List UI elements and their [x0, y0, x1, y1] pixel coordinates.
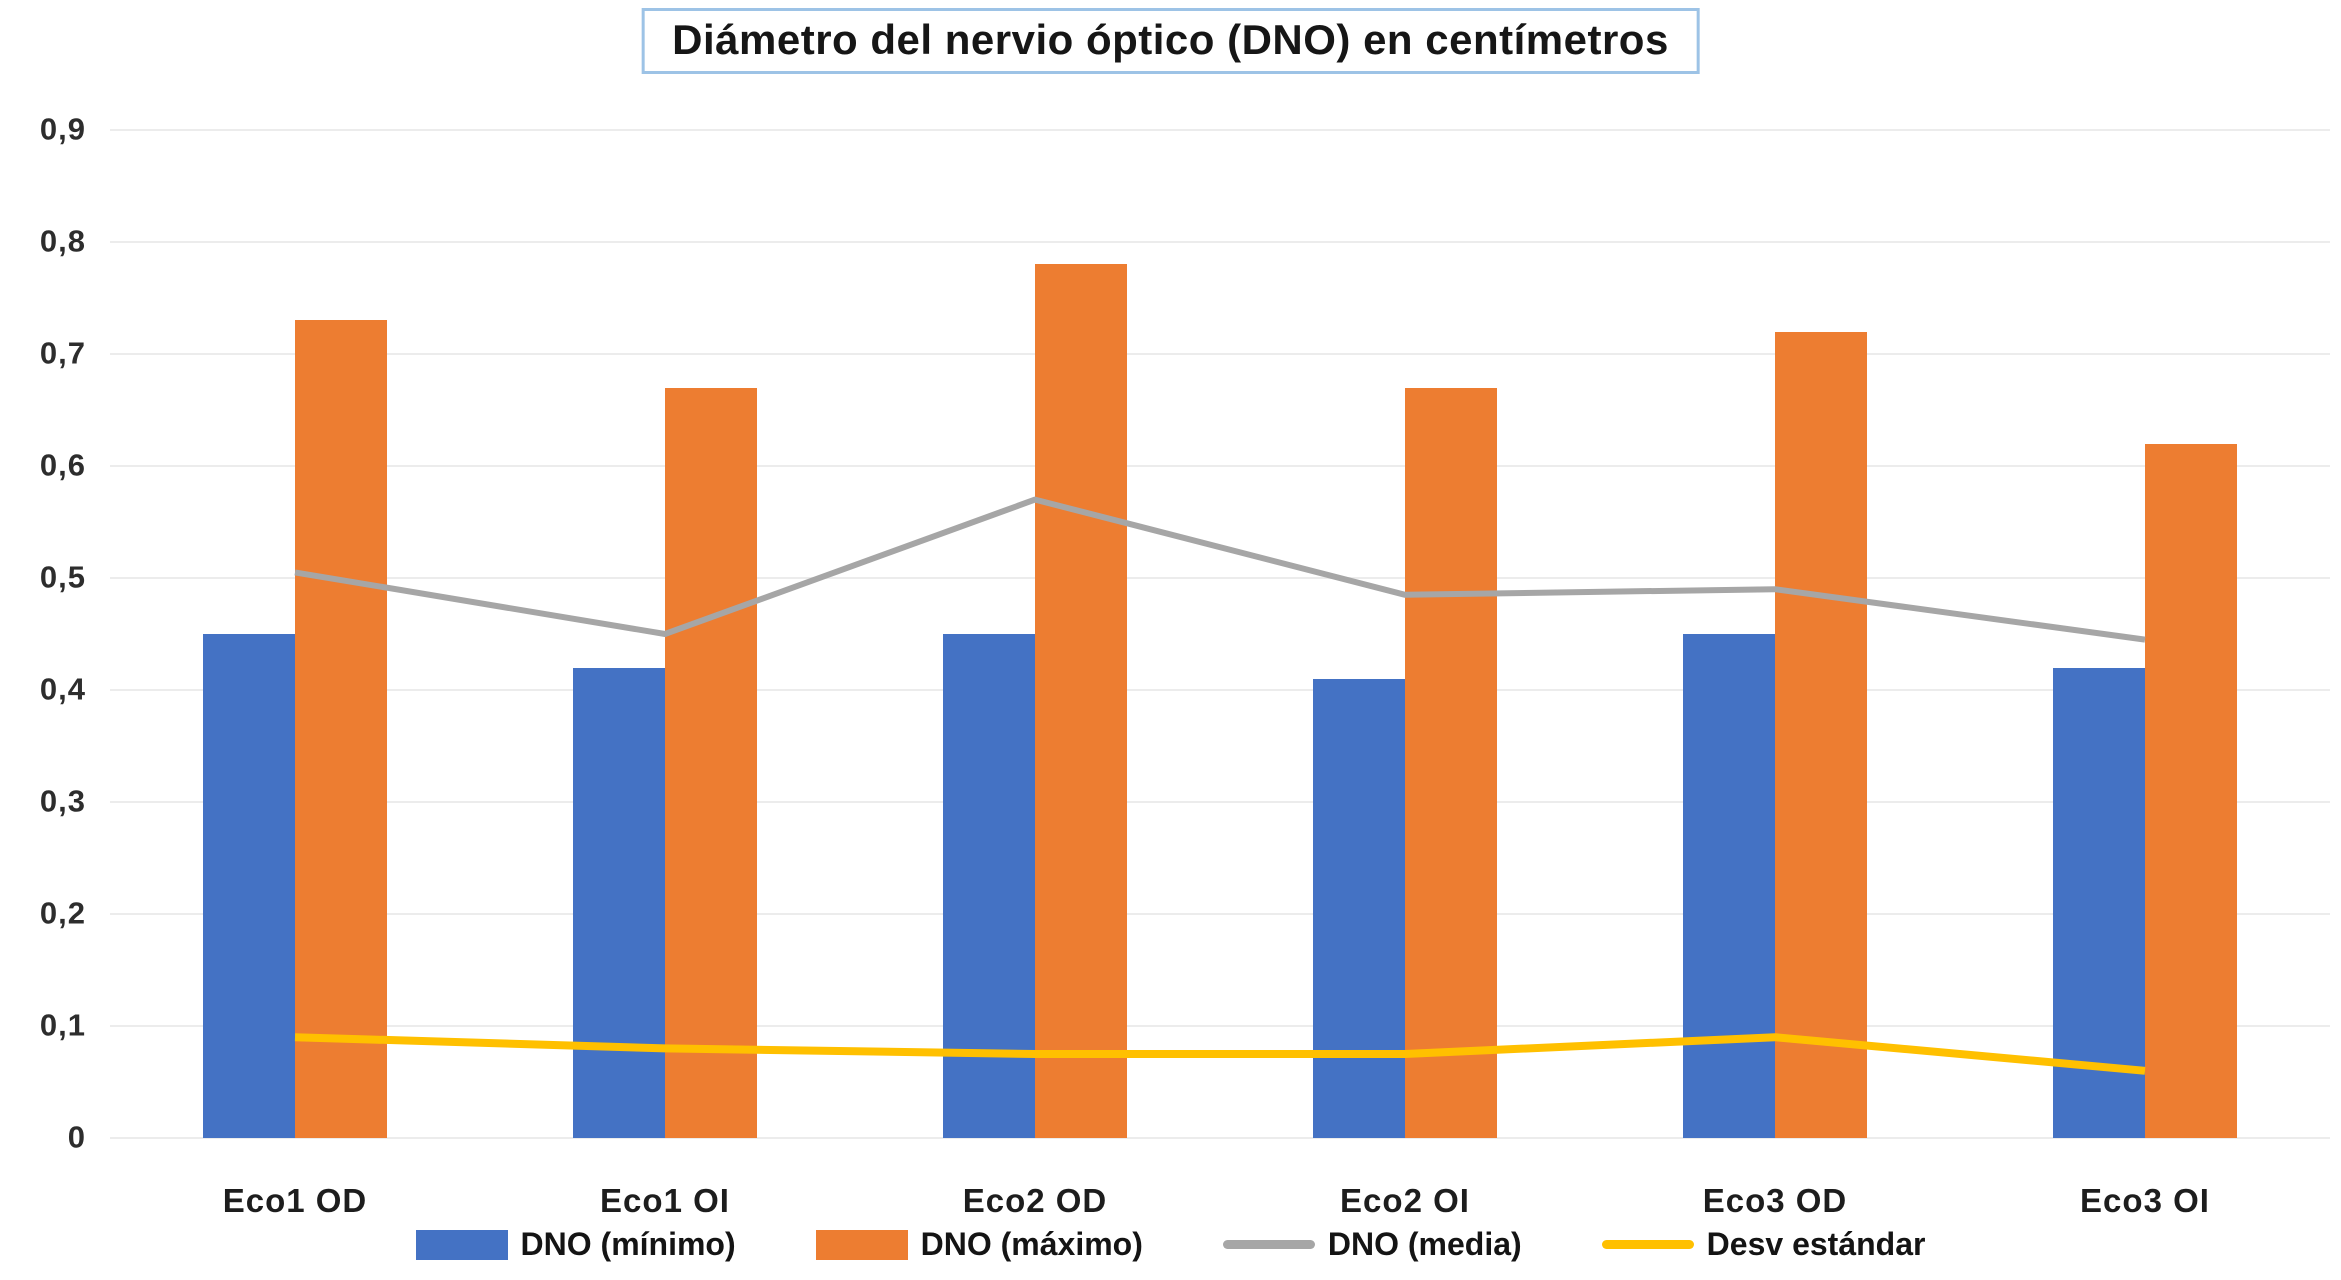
legend-label-DNO (máximo): DNO (máximo) — [920, 1226, 1143, 1262]
gridline-0,3 — [110, 801, 2330, 803]
legend-item-Desv estándar: Desv estándar — [1601, 1226, 1926, 1263]
bar-DNO (mínimo)-Eco1 OI — [573, 667, 665, 1138]
legend-swatch-DNO (media) — [1222, 1240, 1315, 1249]
y-tick-label-0,2: 0,2 — [39, 895, 86, 931]
bar-DNO (mínimo)-Eco2 OD — [943, 634, 1035, 1138]
legend-swatch-Desv estándar — [1601, 1240, 1694, 1249]
legend-item-DNO (máximo): DNO (máximo) — [815, 1226, 1143, 1263]
gridline-0,1 — [110, 1025, 2330, 1027]
legend-swatch-DNO (mínimo) — [415, 1229, 508, 1260]
x-axis-label-Eco1 OI: Eco1 OI — [600, 1182, 730, 1219]
y-tick-label-0,6: 0,6 — [39, 447, 86, 483]
bar-DNO (máximo)-Eco1 OI — [665, 387, 757, 1138]
bar-DNO (mínimo)-Eco2 OI — [1313, 678, 1405, 1138]
bar-DNO (máximo)-Eco2 OD — [1035, 264, 1127, 1138]
bar-DNO (mínimo)-Eco3 OI — [2053, 667, 2145, 1138]
gridline-0,7 — [110, 353, 2330, 355]
chart-title-box: Diámetro del nervio óptico (DNO) en cent… — [641, 8, 1700, 74]
legend-item-DNO (mínimo): DNO (mínimo) — [415, 1226, 736, 1263]
bar-DNO (mínimo)-Eco1 OD — [203, 634, 295, 1138]
x-axis-label-Eco2 OD: Eco2 OD — [962, 1182, 1108, 1219]
gridline-0,6 — [110, 465, 2330, 467]
legend-swatch-DNO (máximo) — [815, 1229, 908, 1260]
gridline-0,8 — [110, 241, 2330, 243]
y-tick-label-0,1: 0,1 — [39, 1007, 86, 1043]
y-tick-label-0,3: 0,3 — [39, 783, 86, 819]
legend-item-DNO (media): DNO (media) — [1222, 1226, 1522, 1263]
gridline-0,5 — [110, 577, 2330, 579]
gridline-0,9 — [110, 129, 2330, 131]
y-tick-label-0,9: 0,9 — [39, 111, 86, 147]
bar-DNO (máximo)-Eco3 OD — [1775, 331, 1867, 1138]
x-axis-label-Eco3 OD: Eco3 OD — [1702, 1182, 1848, 1219]
chart-title: Diámetro del nervio óptico (DNO) en cent… — [672, 16, 1669, 63]
bar-DNO (mínimo)-Eco3 OD — [1683, 634, 1775, 1138]
x-axis-label-Eco2 OI: Eco2 OI — [1340, 1182, 1470, 1219]
x-axis-label-Eco3 OI: Eco3 OI — [2080, 1182, 2210, 1219]
gridline-0,4 — [110, 689, 2330, 691]
gridline-0 — [110, 1137, 2330, 1139]
legend-label-DNO (media): DNO (media) — [1327, 1226, 1522, 1262]
x-axis-label-Eco1 OD: Eco1 OD — [222, 1182, 368, 1219]
legend-label-Desv estándar: Desv estándar — [1706, 1226, 1926, 1262]
y-tick-label-0: 0 — [67, 1119, 86, 1155]
legend: DNO (mínimo) DNO (máximo) DNO (media) Desv … — [0, 1226, 2341, 1263]
y-tick-label-0,8: 0,8 — [39, 223, 86, 259]
bar-DNO (máximo)-Eco3 OI — [2145, 443, 2237, 1138]
y-tick-label-0,7: 0,7 — [39, 335, 86, 371]
gridline-0,2 — [110, 913, 2330, 915]
line-DNO (media) — [294, 496, 2146, 643]
y-tick-label-0,5: 0,5 — [39, 559, 86, 595]
bar-DNO (máximo)-Eco2 OI — [1405, 387, 1497, 1138]
bar-DNO (máximo)-Eco1 OD — [295, 320, 387, 1138]
legend-label-DNO (mínimo): DNO (mínimo) — [520, 1226, 736, 1262]
y-tick-label-0,4: 0,4 — [39, 671, 86, 707]
